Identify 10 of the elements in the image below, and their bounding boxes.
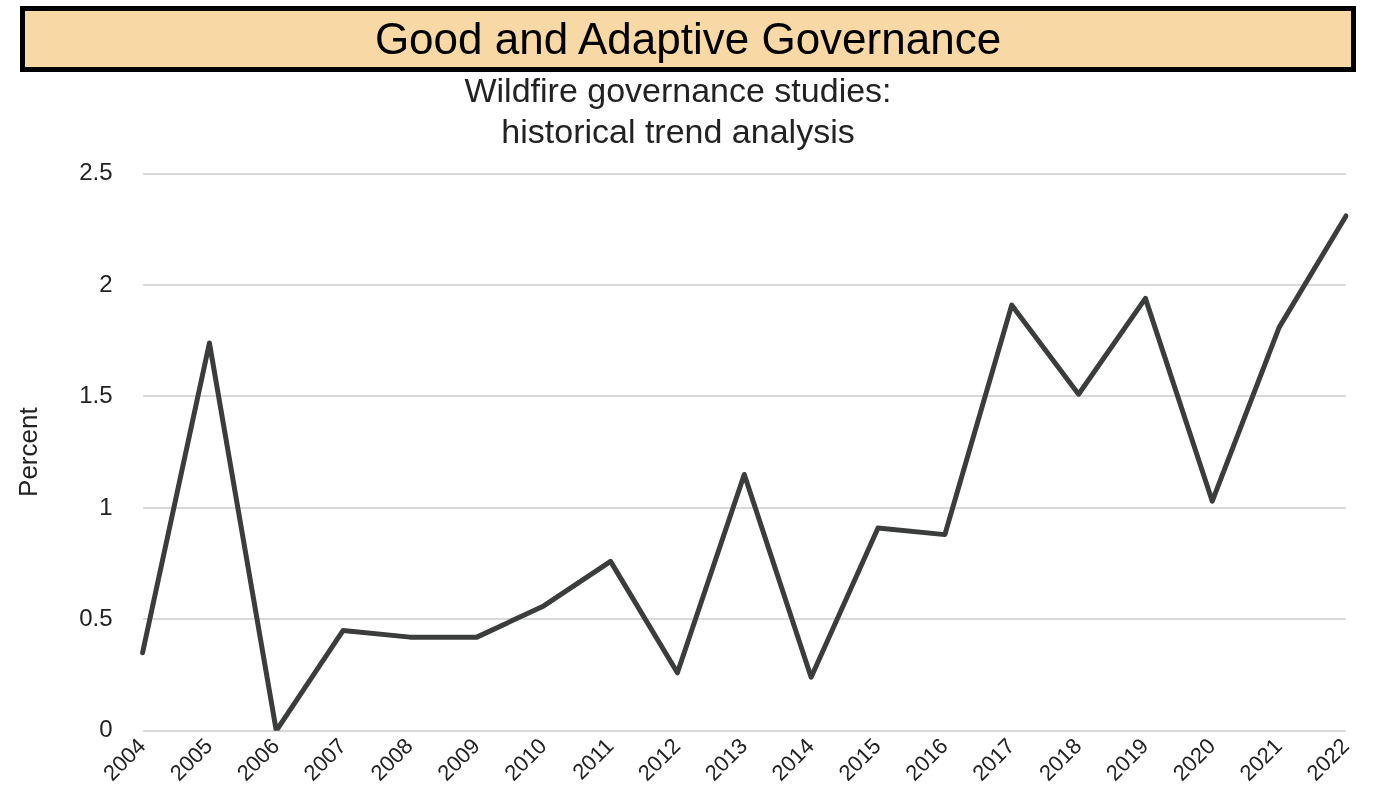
y-tick-label: 1.5 — [79, 381, 113, 409]
y-tick-label: 0.5 — [79, 603, 113, 631]
text: Wildfire governance studies: — [464, 70, 892, 109]
text: historical trend analysis — [501, 111, 855, 150]
y-tick-label: 0 — [99, 715, 113, 743]
y-tick-label: 2 — [99, 269, 113, 297]
y-tick-label: 2.5 — [79, 158, 113, 186]
y-tick-label: 1 — [99, 492, 113, 520]
text: Good and Adaptive Governance — [20, 6, 1356, 72]
y-axis-title: Percent — [12, 406, 43, 497]
